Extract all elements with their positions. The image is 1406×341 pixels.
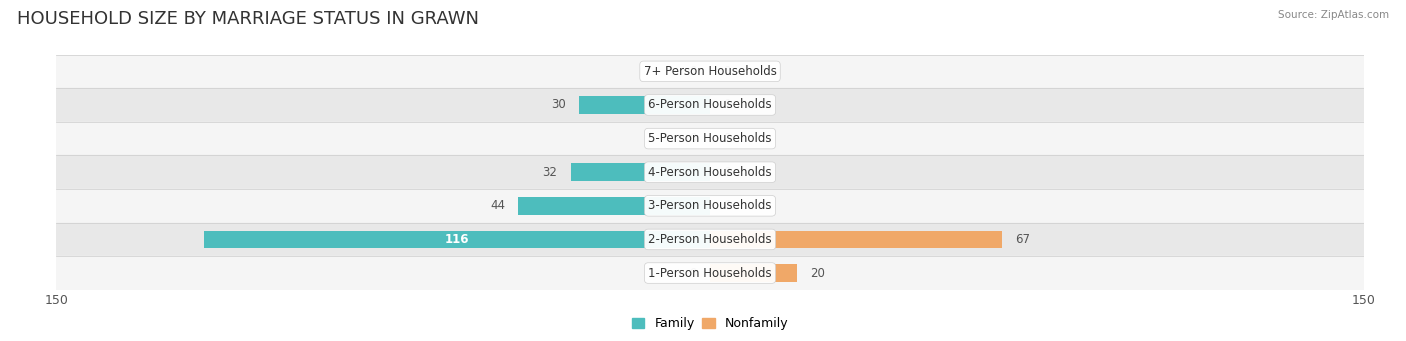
Bar	[204, 231, 710, 248]
Text: 0: 0	[689, 65, 697, 78]
Text: 116: 116	[444, 233, 470, 246]
Bar	[56, 55, 1364, 88]
Bar	[56, 256, 1364, 290]
Text: 0: 0	[723, 199, 731, 212]
Bar	[519, 197, 710, 214]
Text: 0: 0	[689, 267, 697, 280]
Text: HOUSEHOLD SIZE BY MARRIAGE STATUS IN GRAWN: HOUSEHOLD SIZE BY MARRIAGE STATUS IN GRA…	[17, 10, 479, 28]
Text: 32: 32	[543, 166, 558, 179]
Bar	[56, 88, 1364, 122]
Bar	[571, 163, 710, 181]
Bar	[56, 155, 1364, 189]
Text: 0: 0	[723, 99, 731, 112]
Text: Source: ZipAtlas.com: Source: ZipAtlas.com	[1278, 10, 1389, 20]
Text: 30: 30	[551, 99, 567, 112]
Bar	[56, 189, 1364, 223]
Text: 67: 67	[1015, 233, 1031, 246]
Bar	[56, 122, 1364, 155]
Text: 20: 20	[810, 267, 825, 280]
Text: 0: 0	[723, 166, 731, 179]
Bar	[710, 231, 1002, 248]
Text: 7+ Person Households: 7+ Person Households	[644, 65, 776, 78]
Text: 6-Person Households: 6-Person Households	[648, 99, 772, 112]
Text: 4-Person Households: 4-Person Households	[648, 166, 772, 179]
Legend: Family, Nonfamily: Family, Nonfamily	[627, 312, 793, 335]
Text: 1-Person Households: 1-Person Households	[648, 267, 772, 280]
Bar	[579, 96, 710, 114]
Text: 0: 0	[689, 132, 697, 145]
Bar	[710, 264, 797, 282]
Text: 3-Person Households: 3-Person Households	[648, 199, 772, 212]
Text: 0: 0	[723, 132, 731, 145]
Text: 2-Person Households: 2-Person Households	[648, 233, 772, 246]
Text: 44: 44	[491, 199, 505, 212]
Text: 5-Person Households: 5-Person Households	[648, 132, 772, 145]
Bar	[56, 223, 1364, 256]
Text: 0: 0	[723, 65, 731, 78]
